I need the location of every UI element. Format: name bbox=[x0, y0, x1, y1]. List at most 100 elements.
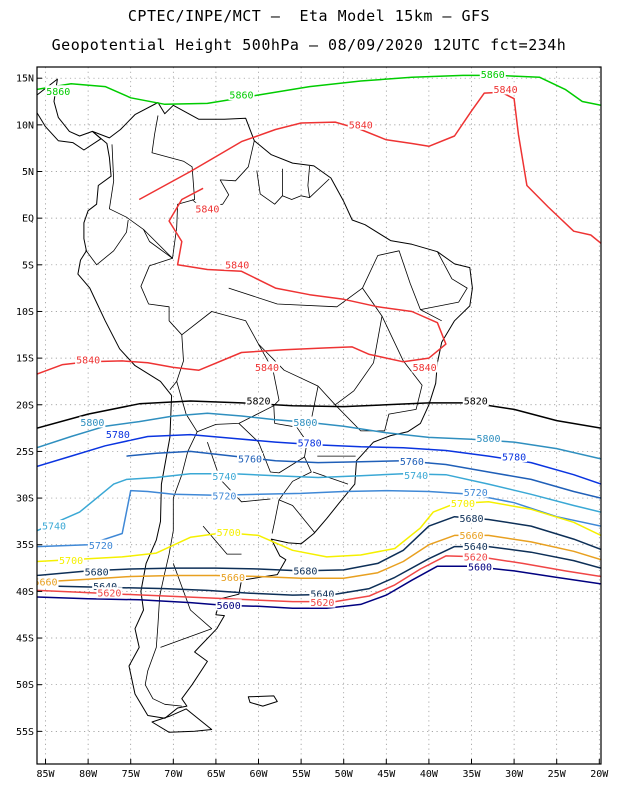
contour-label-bg bbox=[292, 416, 319, 428]
political-border bbox=[140, 229, 184, 391]
contour-label-bg bbox=[37, 576, 59, 588]
map-subtitle: Geopotential Height 500hPa – 08/09/2020 … bbox=[51, 36, 567, 54]
south-america-coastline bbox=[77, 102, 473, 719]
contour-label-5720: 5720 bbox=[464, 488, 488, 499]
contour-5820 bbox=[37, 400, 601, 429]
contour-label-bg bbox=[403, 469, 430, 481]
map-title: CPTEC/INPE/MCT – Eta Model 15km – GFS bbox=[127, 7, 491, 25]
lon-tick-label: 65W bbox=[207, 769, 226, 780]
contour-label-bg bbox=[228, 88, 255, 100]
lat-tick-label: 5S bbox=[22, 260, 34, 271]
land-outlines bbox=[37, 78, 473, 733]
contour-5760 bbox=[126, 450, 601, 499]
lon-tick-label: 60W bbox=[249, 769, 268, 780]
contour-label-bg bbox=[492, 83, 519, 95]
contour-label-5640: 5640 bbox=[310, 590, 334, 601]
contour-label-bg bbox=[411, 361, 438, 373]
lat-tick-label: 40S bbox=[16, 587, 34, 598]
contour-5860 bbox=[37, 74, 601, 107]
contour-label-5620: 5620 bbox=[464, 552, 488, 563]
contour-5840 bbox=[37, 187, 447, 375]
contour-label-5800: 5800 bbox=[293, 418, 317, 429]
contour-label-5680: 5680 bbox=[459, 514, 483, 525]
contour-label-5700: 5700 bbox=[217, 528, 241, 539]
political-border bbox=[334, 315, 423, 432]
contour-label-5720: 5720 bbox=[212, 492, 236, 503]
contour-label-bg bbox=[309, 596, 336, 608]
contour-label-bg bbox=[75, 353, 102, 365]
contour-label-5760: 5760 bbox=[238, 454, 262, 465]
contour-label-5780: 5780 bbox=[502, 453, 526, 464]
contour-label-bg bbox=[224, 258, 251, 270]
lat-tick-label: EQ bbox=[22, 214, 34, 225]
political-border bbox=[278, 456, 316, 533]
contour-label-5600: 5600 bbox=[217, 601, 241, 612]
contour-label-bg bbox=[87, 539, 114, 551]
contour-label-bg bbox=[398, 455, 425, 467]
lat-tick-label: 50S bbox=[16, 680, 34, 691]
contour-label-bg bbox=[215, 526, 242, 538]
contour-label-bg bbox=[211, 470, 238, 482]
contour-label-bg bbox=[501, 451, 528, 463]
contour-label-5740: 5740 bbox=[42, 522, 66, 533]
contour-5700 bbox=[37, 501, 601, 563]
contour-label-5620: 5620 bbox=[310, 598, 334, 609]
contour-label-bg bbox=[462, 486, 489, 498]
contour-5680 bbox=[37, 515, 601, 577]
contour-label-bg bbox=[458, 529, 485, 541]
political-border bbox=[271, 499, 280, 534]
political-border bbox=[202, 525, 242, 555]
lat-tick-label: 15N bbox=[16, 74, 34, 85]
lon-tick-label: 25W bbox=[548, 769, 567, 780]
contour-label-5840: 5840 bbox=[76, 355, 100, 366]
political-border bbox=[160, 563, 213, 648]
contour-label-5780: 5780 bbox=[106, 430, 130, 441]
contour-5620 bbox=[37, 555, 601, 603]
lat-tick-label: 10N bbox=[16, 120, 34, 131]
contour-label-5760: 5760 bbox=[400, 457, 424, 468]
lat-tick-label: 55S bbox=[16, 727, 34, 738]
lon-tick-label: 75W bbox=[122, 769, 141, 780]
contour-label-bg bbox=[104, 428, 131, 440]
lon-tick-label: 80W bbox=[79, 769, 98, 780]
lon-tick-label: 40W bbox=[420, 769, 439, 780]
contour-label-5840: 5840 bbox=[195, 204, 219, 215]
contour-5640 bbox=[37, 545, 601, 596]
contour-5840 bbox=[138, 91, 601, 244]
political-border bbox=[307, 165, 310, 198]
contour-label-bg bbox=[292, 564, 319, 576]
contour-label-5700: 5700 bbox=[59, 556, 83, 567]
contour-label-bg bbox=[462, 540, 489, 552]
lon-tick-label: 20W bbox=[590, 769, 609, 780]
contour-label-5700: 5700 bbox=[451, 499, 475, 510]
contour-label-5860: 5860 bbox=[46, 87, 70, 98]
axis-labels: 15N 10N 5N EQ 5S 10S 15S 20S 25S 30S 35S 40S 45S 50S 5… bbox=[16, 74, 609, 780]
contour-label-5660: 5660 bbox=[33, 578, 57, 589]
contour-label-bg bbox=[245, 395, 272, 407]
lat-tick-label: 10S bbox=[16, 307, 34, 318]
political-border bbox=[258, 287, 383, 406]
contour-label-5660: 5660 bbox=[459, 531, 483, 542]
contour-label-5840: 5840 bbox=[255, 363, 279, 374]
lon-tick-label: 45W bbox=[377, 769, 396, 780]
contour-label-bg bbox=[45, 85, 72, 97]
contour-label-5860: 5860 bbox=[481, 70, 505, 81]
contour-label-bg bbox=[79, 416, 106, 428]
contour-5740 bbox=[37, 473, 601, 532]
contour-label-5680: 5680 bbox=[293, 566, 317, 577]
political-border bbox=[191, 140, 255, 208]
contour-label-5680: 5680 bbox=[85, 567, 109, 578]
contour-label-5600: 5600 bbox=[468, 563, 492, 574]
contour-label-5660: 5660 bbox=[221, 573, 245, 584]
contour-label-5820: 5820 bbox=[464, 397, 488, 408]
contour-label-5780: 5780 bbox=[298, 439, 322, 450]
lat-tick-label: 5N bbox=[22, 167, 34, 178]
contour-labels: 5860 5860 5860 5840 5840 5840 5840 5840 5840 5840… bbox=[33, 68, 528, 612]
political-border bbox=[176, 311, 280, 433]
contour-label-bg bbox=[92, 580, 119, 592]
contour-label-5740: 5740 bbox=[212, 472, 236, 483]
contour-label-bg bbox=[462, 395, 489, 407]
contour-label-5820: 5820 bbox=[246, 397, 270, 408]
contour-label-bg bbox=[194, 202, 221, 214]
